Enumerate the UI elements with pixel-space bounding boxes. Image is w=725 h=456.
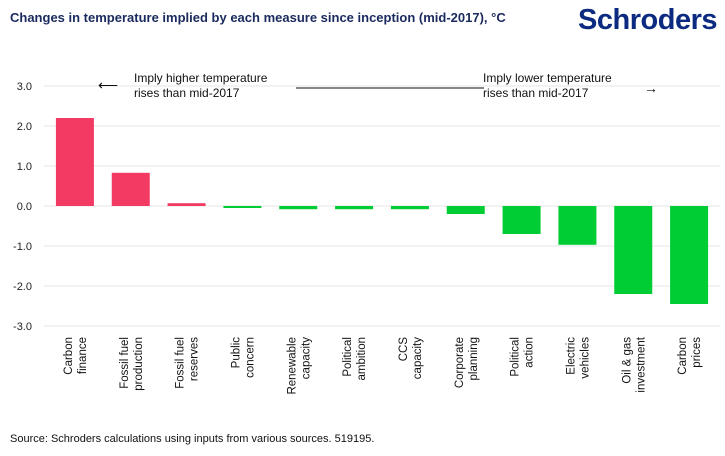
bar xyxy=(446,206,485,214)
annotation-left: rises than mid-2017 xyxy=(134,86,240,100)
bar xyxy=(614,206,653,294)
bar xyxy=(670,206,709,304)
bar xyxy=(111,172,150,206)
left-arrow-icon: ⟵ xyxy=(98,77,118,93)
chart-title: Changes in temperature implied by each m… xyxy=(10,10,506,25)
x-tick-label: Carbon prices xyxy=(677,337,703,375)
annotation-left: Imply higher temperature xyxy=(134,71,268,85)
bar xyxy=(390,206,429,210)
bar xyxy=(335,206,374,210)
bar xyxy=(502,206,541,234)
y-tick-label: -1.0 xyxy=(13,241,32,253)
annotation-right: Imply lower temperature xyxy=(483,71,612,85)
bar-chart: 3.0 2.0 1.0 0.0 -1.0 -2.0 -3.0 Carbon finance Fos… xyxy=(13,71,720,395)
y-tick-label: 2.0 xyxy=(17,121,32,133)
schroders-logo: Schroders xyxy=(578,4,717,36)
right-arrow-icon: → xyxy=(644,80,658,96)
bar xyxy=(558,206,597,245)
bar xyxy=(55,118,94,206)
x-tick-label: Carbon finance xyxy=(63,337,89,375)
x-tick-label: Electric vehicles xyxy=(565,337,591,379)
x-tick-label: Corporate planning xyxy=(454,337,480,388)
x-tick-label: Political action xyxy=(510,337,536,377)
x-tick-label: Renewable capacity xyxy=(286,337,312,395)
x-tick-label: Oil & gas investment xyxy=(621,336,647,392)
y-tick-label: -3.0 xyxy=(13,321,32,333)
x-tick-label: Political ambition xyxy=(342,337,368,380)
x-tick-label: CCS capacity xyxy=(398,337,424,380)
x-tick-label: Fossil fuel production xyxy=(119,337,145,391)
y-tick-label: 3.0 xyxy=(17,81,32,93)
y-tick-label: -2.0 xyxy=(13,281,32,293)
x-tick-label: Public concern xyxy=(230,337,256,378)
y-tick-label: 0.0 xyxy=(17,201,32,213)
annotation-right: rises than mid-2017 xyxy=(483,86,589,100)
source-note: Source: Schroders calculations using inp… xyxy=(10,433,375,445)
bar xyxy=(279,206,318,210)
bar xyxy=(167,203,206,206)
y-tick-label: 1.0 xyxy=(17,161,32,173)
x-tick-label: Fossil fuel reserves xyxy=(175,337,201,389)
bar xyxy=(223,206,262,208)
